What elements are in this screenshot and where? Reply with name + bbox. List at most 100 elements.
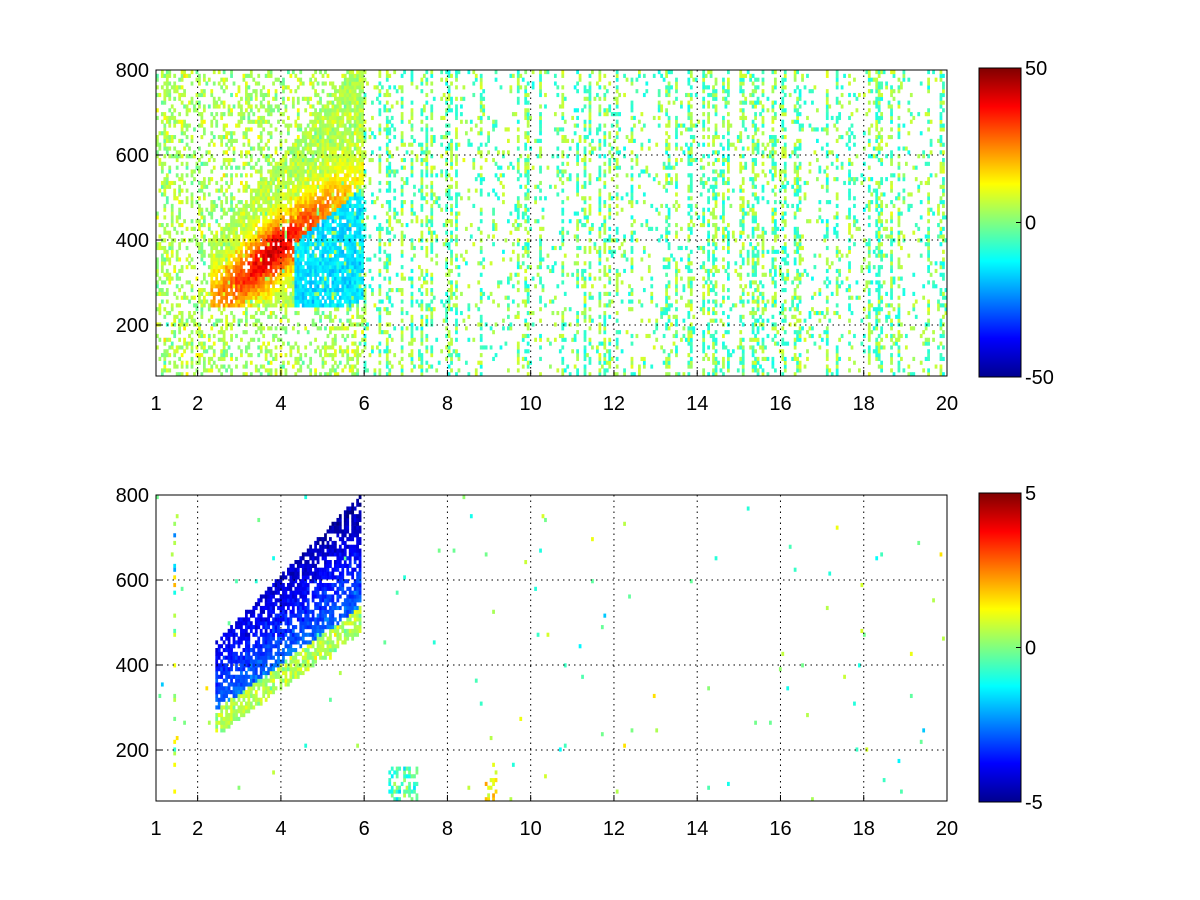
heatmap-cell <box>160 73 164 78</box>
heatmap-cell <box>445 333 448 339</box>
heatmap-cell <box>385 108 389 113</box>
heatmap-cell <box>558 127 562 132</box>
heatmap-cell <box>165 138 169 143</box>
heatmap-cell <box>455 169 458 174</box>
heatmap-cell <box>343 215 347 220</box>
heatmap-cell <box>306 215 310 220</box>
heatmap-cell <box>200 333 204 339</box>
heatmap-cell <box>348 261 352 266</box>
heatmap-cell <box>259 234 263 239</box>
heatmap-cell <box>202 360 206 365</box>
heatmap-cell <box>272 253 275 258</box>
heatmap-cell <box>217 356 221 362</box>
heatmap-cell <box>232 314 236 319</box>
heatmap-cell <box>180 223 184 228</box>
heatmap-cell <box>356 310 359 316</box>
heatmap-cell <box>185 173 189 178</box>
heatmap-cell <box>232 157 236 163</box>
heatmap-cell <box>395 211 399 216</box>
heatmap-cell <box>403 200 406 205</box>
heatmap-cell <box>326 314 330 319</box>
heatmap-cell <box>217 265 221 270</box>
heatmap-cell <box>240 318 243 323</box>
heatmap-cell <box>385 115 389 121</box>
heatmap-cell <box>472 203 476 209</box>
heatmap-cell <box>321 211 325 216</box>
heatmap-cell <box>309 299 313 304</box>
heatmap-cell <box>269 280 273 285</box>
heatmap-cell <box>507 165 510 170</box>
heatmap-cell <box>210 89 214 94</box>
heatmap-cell <box>455 203 458 209</box>
heatmap-cell <box>556 284 560 289</box>
heatmap-cell <box>311 188 315 193</box>
heatmap-cell <box>331 184 335 189</box>
heatmap-cell <box>371 131 374 136</box>
heatmap-cell <box>568 322 572 327</box>
heatmap-cell <box>331 207 335 212</box>
heatmap-cell <box>301 173 305 178</box>
heatmap-cell <box>249 146 253 151</box>
heatmap-cell <box>336 108 340 113</box>
heatmap-cell <box>212 81 216 86</box>
heatmap-cell <box>319 226 322 231</box>
heatmap-cell <box>291 165 295 170</box>
heatmap-cell <box>376 345 379 350</box>
heatmap-cell <box>311 303 315 308</box>
heatmap-cell <box>539 77 542 82</box>
heatmap-cell <box>267 223 270 228</box>
heatmap-cell <box>348 77 352 82</box>
heatmap-cell <box>326 169 330 174</box>
heatmap-cell <box>262 326 266 331</box>
heatmap-cell <box>259 280 263 285</box>
heatmap-cell <box>390 364 394 369</box>
heatmap-cell <box>259 330 263 335</box>
heatmap-cell <box>336 89 340 94</box>
heatmap-cell <box>499 180 503 186</box>
heatmap-cell <box>314 291 317 296</box>
heatmap-cell <box>262 119 266 124</box>
heatmap-cell <box>343 177 347 182</box>
heatmap-cell <box>212 242 216 247</box>
heatmap-cell <box>185 372 189 376</box>
heatmap-cell <box>321 234 325 239</box>
heatmap-cell <box>430 211 434 216</box>
heatmap-cell <box>356 322 359 327</box>
heatmap-cell <box>321 150 325 155</box>
heatmap-cell <box>358 154 362 159</box>
heatmap-cell <box>230 223 233 228</box>
heatmap-cell <box>259 326 263 331</box>
heatmap-cell <box>269 261 273 266</box>
heatmap-cell <box>282 165 285 170</box>
heatmap-cell <box>319 173 322 178</box>
heatmap-cell <box>378 284 382 289</box>
heatmap-cell <box>304 242 308 247</box>
heatmap-cell <box>326 115 330 121</box>
heatmap-cell <box>455 85 458 90</box>
heatmap-cell <box>247 161 251 166</box>
heatmap-cell <box>306 177 310 182</box>
heatmap-cell <box>447 73 451 78</box>
heatmap-cell <box>348 92 352 98</box>
heatmap-cell <box>531 276 535 281</box>
heatmap-cell <box>301 276 305 281</box>
heatmap-cell <box>400 291 404 296</box>
heatmap-cell <box>450 291 453 296</box>
heatmap-cell <box>240 150 243 155</box>
heatmap-cell <box>277 77 280 82</box>
heatmap-cell <box>180 364 184 369</box>
heatmap-cell <box>264 226 268 231</box>
heatmap-cell <box>244 318 248 323</box>
heatmap-cell <box>227 249 231 254</box>
heatmap-cell <box>227 234 231 239</box>
heatmap-cell <box>175 230 179 235</box>
heatmap-cell <box>502 154 505 159</box>
heatmap-cell <box>296 135 300 140</box>
heatmap-cell <box>267 326 270 331</box>
heatmap-cell <box>217 257 221 262</box>
heatmap-cell <box>240 299 243 304</box>
heatmap-cell <box>156 92 159 98</box>
heatmap-cell <box>348 211 352 216</box>
heatmap-cell <box>264 307 268 312</box>
heatmap-cell <box>269 299 273 304</box>
